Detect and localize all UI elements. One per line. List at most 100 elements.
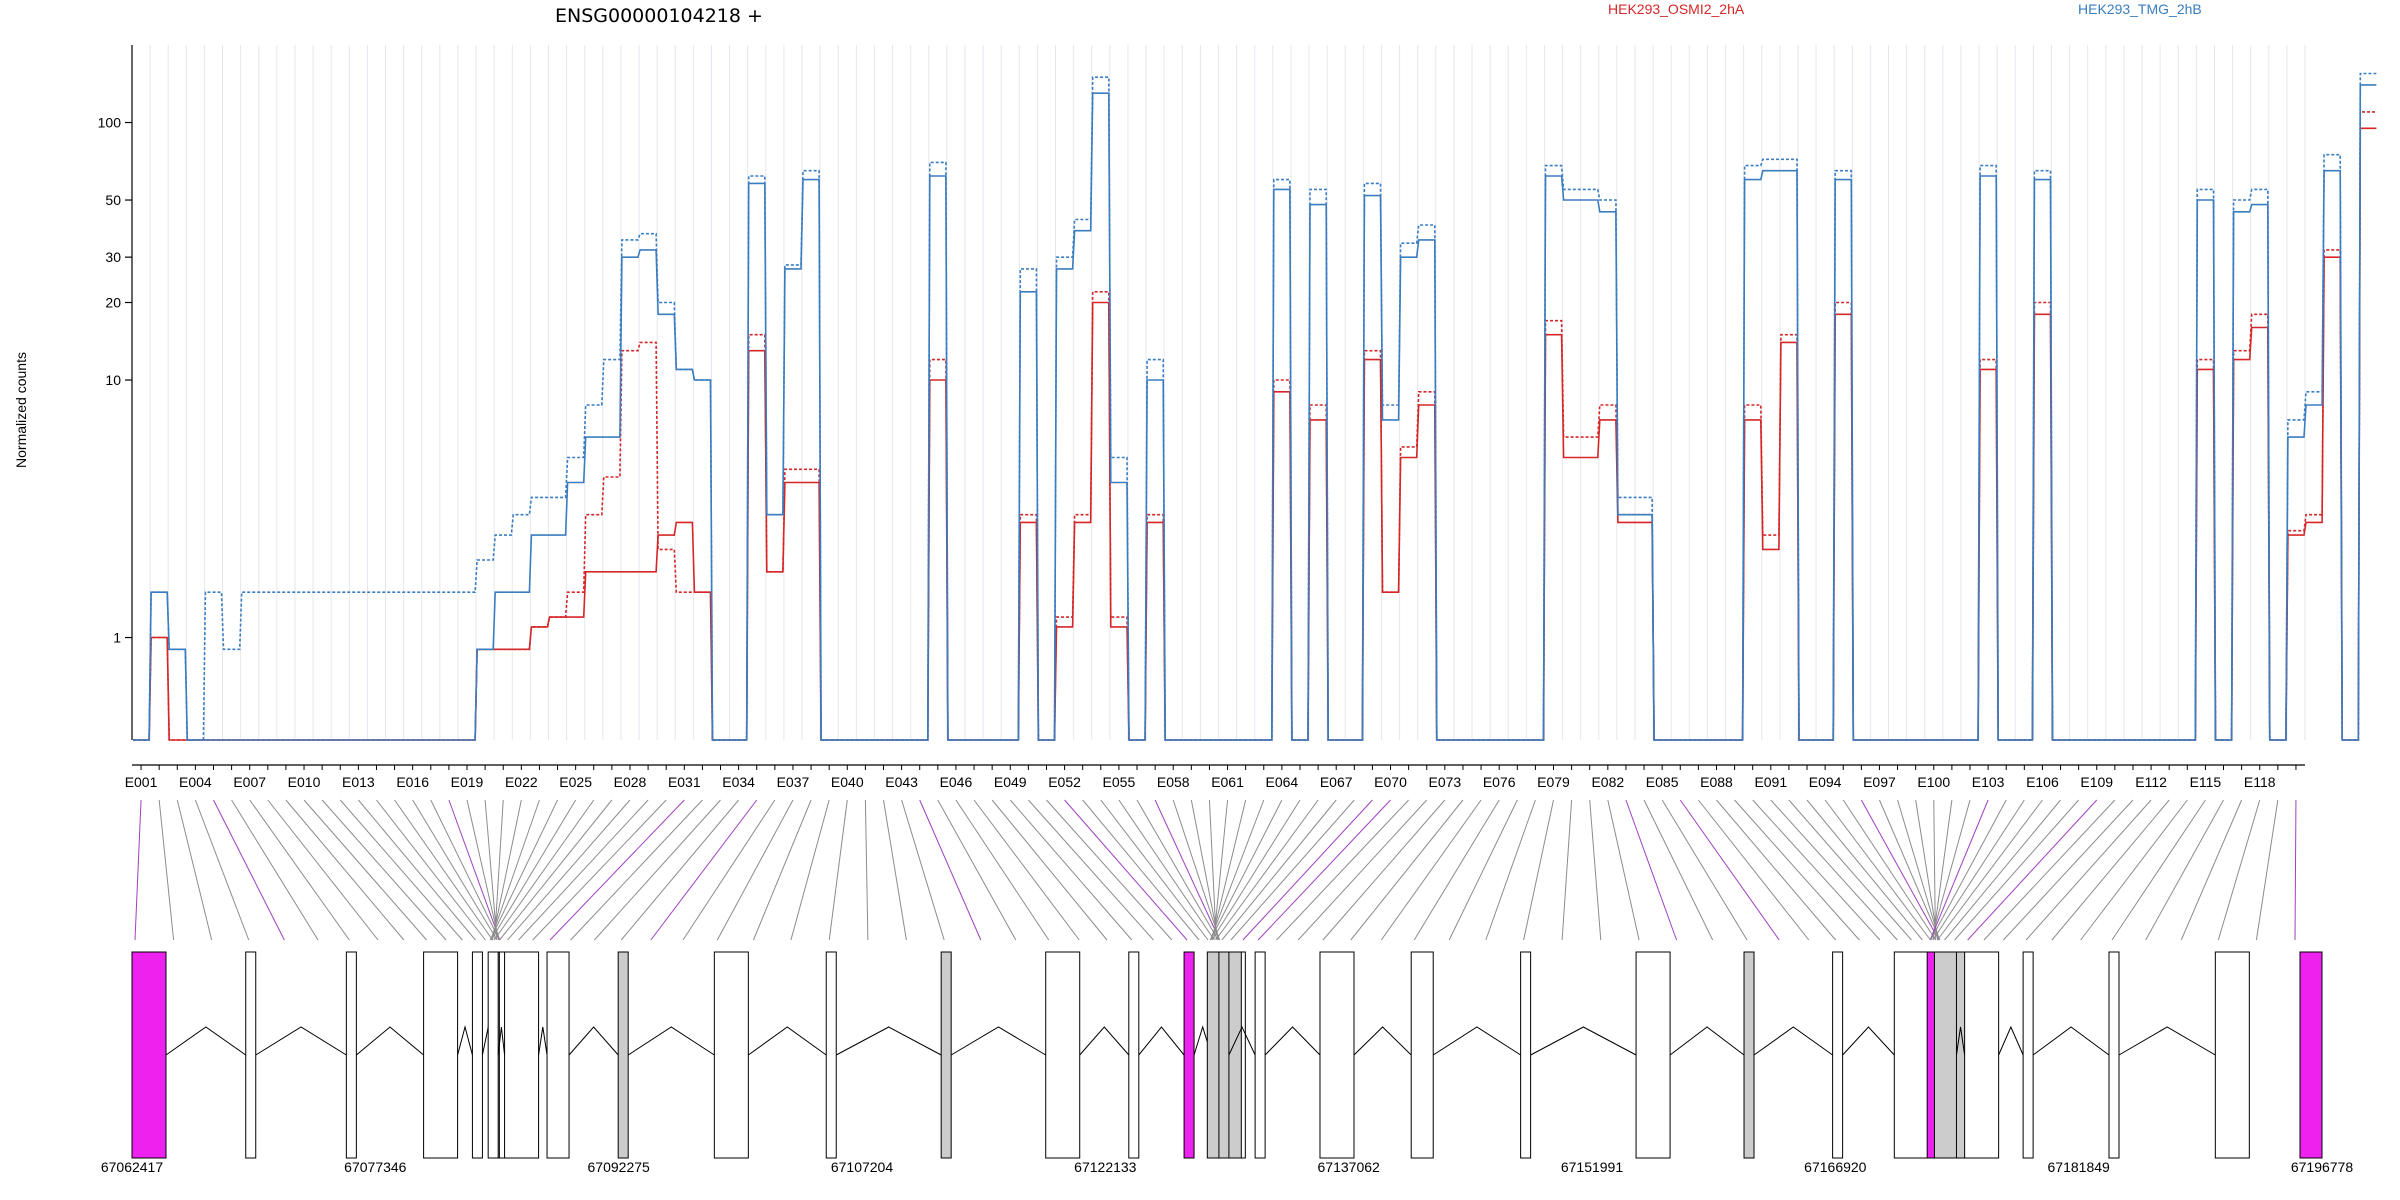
intron-line bbox=[356, 1026, 424, 1056]
exon-connector bbox=[134, 799, 142, 941]
exon-connector bbox=[570, 799, 703, 941]
exon-connector bbox=[1154, 799, 1221, 941]
exon-connector bbox=[1322, 799, 1446, 941]
genomic-coordinate-label: 67077346 bbox=[344, 1159, 407, 1175]
exon-connector bbox=[1485, 799, 1536, 941]
exon-connector bbox=[650, 799, 758, 941]
y-tick-label: 20 bbox=[105, 295, 121, 311]
legend-tmg: HEK293_TMG_2hB bbox=[2078, 1, 2202, 17]
exon-tick-label: E058 bbox=[1157, 774, 1190, 790]
intron-line bbox=[538, 1026, 548, 1056]
exon-tick-label: E067 bbox=[1320, 774, 1353, 790]
intron-line bbox=[497, 1026, 506, 1056]
exon-tick-label: E109 bbox=[2080, 774, 2113, 790]
intron-line bbox=[1138, 1026, 1185, 1056]
exon-box bbox=[1410, 951, 1434, 1159]
legend-osmi2: HEK293_OSMI2_2hA bbox=[1608, 1, 1745, 17]
exon-connector bbox=[1209, 799, 1265, 941]
exon-connector bbox=[1932, 799, 2025, 941]
exon-connector bbox=[1561, 799, 1573, 941]
exon-connector bbox=[394, 799, 493, 941]
exon-connector bbox=[1752, 799, 1881, 941]
exon-connector bbox=[532, 799, 667, 941]
intron-line bbox=[457, 1025, 473, 1056]
exon-connector bbox=[321, 799, 447, 941]
exon-tick-label: E007 bbox=[233, 774, 266, 790]
exon-box bbox=[617, 951, 629, 1159]
exon-connector bbox=[1211, 799, 1301, 941]
exon-connector bbox=[1523, 799, 1554, 941]
exon-connector bbox=[507, 799, 631, 941]
exon-connector bbox=[2217, 799, 2261, 941]
exon-tick-label: E103 bbox=[1972, 774, 2005, 790]
exon-connector bbox=[231, 799, 319, 941]
exon-connector bbox=[1643, 799, 1714, 941]
exon-connector bbox=[267, 799, 379, 941]
exon-connector bbox=[1878, 799, 1941, 941]
exon-connector bbox=[176, 799, 213, 941]
exon-box bbox=[1743, 951, 1755, 1159]
exon-tick-label: E070 bbox=[1374, 774, 1407, 790]
exon-box bbox=[1045, 951, 1081, 1159]
exon-connector bbox=[1221, 799, 1337, 941]
exon-connector bbox=[1136, 799, 1219, 941]
exon-tick-label: E043 bbox=[885, 774, 918, 790]
exon-connector bbox=[1697, 799, 1810, 941]
exon-tick-label: E079 bbox=[1537, 774, 1570, 790]
exon-connector bbox=[2180, 799, 2243, 941]
exon-connector bbox=[1100, 799, 1209, 941]
exon-box bbox=[546, 951, 570, 1159]
gene-model bbox=[131, 951, 2323, 1159]
exon-connector bbox=[490, 799, 577, 941]
exon-connector bbox=[303, 799, 427, 941]
exon-connector bbox=[1213, 799, 1229, 941]
exon-connector bbox=[1770, 799, 1898, 941]
exon-box bbox=[131, 951, 167, 1159]
exon-connector bbox=[1929, 799, 1989, 941]
exon-tick-label: E052 bbox=[1048, 774, 1081, 790]
intron-line bbox=[1264, 1026, 1321, 1056]
exon-tick-label: E022 bbox=[505, 774, 538, 790]
exon-connector bbox=[412, 799, 498, 941]
exon-box bbox=[1254, 951, 1266, 1159]
intron-line bbox=[950, 1026, 1046, 1056]
intron-line bbox=[1530, 1026, 1637, 1056]
exon-tick-label: E046 bbox=[940, 774, 973, 790]
exon-connector bbox=[1380, 799, 1482, 941]
genomic-coordinate-label: 67062417 bbox=[101, 1159, 164, 1175]
exon-connector bbox=[1937, 799, 2043, 941]
intron-line bbox=[1432, 1026, 1521, 1056]
exon-tick-label: E061 bbox=[1211, 774, 1244, 790]
exon-connector bbox=[973, 799, 1080, 941]
intron-line bbox=[2118, 1026, 2216, 1056]
series-line-3 bbox=[133, 72, 2377, 741]
exon-connector bbox=[1211, 799, 1247, 941]
exon-tick-label: E076 bbox=[1483, 774, 1516, 790]
exon-connector bbox=[1944, 799, 2061, 941]
exon-connector bbox=[213, 799, 285, 941]
exon-box bbox=[2299, 951, 2323, 1159]
genomic-coordinate-label: 67166920 bbox=[1804, 1159, 1867, 1175]
exon-connector bbox=[937, 799, 1017, 941]
exon-connector bbox=[1897, 799, 1940, 941]
intron-line bbox=[165, 1026, 247, 1056]
genomic-coordinate-label: 67181849 bbox=[2048, 1159, 2111, 1175]
exon-box bbox=[1183, 951, 1195, 1159]
exon-connector bbox=[620, 799, 740, 941]
x-axis: E001 E004 E007 E010 E013 E016 E019 E022 E025 E028… bbox=[125, 764, 2305, 790]
exon-connector bbox=[883, 799, 907, 941]
exon-box bbox=[1893, 951, 1929, 1159]
exon-box bbox=[1218, 951, 1230, 1159]
intron-line bbox=[1753, 1026, 1833, 1056]
exon-tick-label: E019 bbox=[451, 774, 484, 790]
exon-tick-label: E073 bbox=[1429, 774, 1462, 790]
exon-tick-label: E106 bbox=[2026, 774, 2059, 790]
exon-tick-label: E082 bbox=[1591, 774, 1624, 790]
y-tick-label: 50 bbox=[105, 192, 121, 208]
exon-box bbox=[1832, 951, 1844, 1159]
chart-title: ENSG00000104218 + bbox=[555, 5, 763, 27]
exon-connector bbox=[1607, 799, 1640, 941]
genomic-coordinate-label: 67196778 bbox=[2291, 1159, 2354, 1175]
exon-tick-label: E088 bbox=[1700, 774, 1733, 790]
exon-connectors bbox=[134, 799, 2297, 941]
